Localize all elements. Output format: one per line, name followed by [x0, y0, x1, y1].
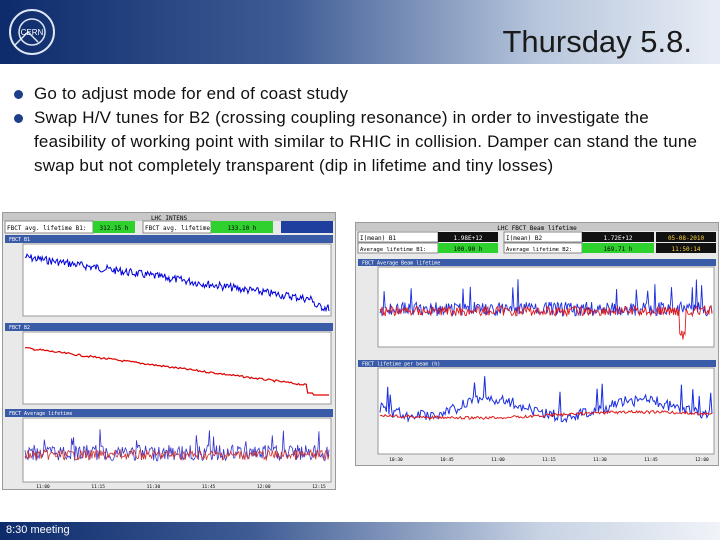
right-avg-b1-trace: [379, 279, 713, 317]
right-plot2-title: FBCT lifetime per beam (h): [362, 362, 440, 368]
bullet-list: Go to adjust mode for end of coast study…: [14, 82, 704, 178]
left-b1-label: FBCT avg. lifetime B1:: [7, 225, 86, 232]
x-tick-label: 11:15: [91, 484, 105, 489]
fbct-b2-trace: [25, 347, 329, 396]
svg-text:CERN: CERN: [21, 28, 44, 37]
left-b1-value: 312.15 h: [100, 225, 129, 232]
x-tick-label: 10:45: [440, 457, 454, 463]
x-tick-label: 11:30: [593, 457, 607, 463]
x-tick-label: 11:00: [36, 484, 50, 489]
right-plot1-title: FBCT Average Beam lifetime: [362, 261, 440, 267]
right-r1c4: 1.72E+12: [604, 235, 633, 242]
slide-title: Thursday 5.8.: [502, 24, 692, 59]
right-r1c3: I(mean) B2: [506, 235, 543, 242]
bullet-item: Go to adjust mode for end of coast study: [14, 82, 704, 106]
left-b2-label: FBCT avg. lifetime B2:: [145, 225, 224, 232]
right-avg-b2-trace: [379, 304, 713, 340]
bullet-text: Swap H/V tunes for B2 (crossing coupling…: [34, 108, 698, 175]
right-life-b1-trace: [379, 376, 713, 424]
slide-footer: 8:30 meeting: [0, 522, 720, 540]
left-title: LHC INTENS: [151, 215, 188, 222]
slide-header: CERN Thursday 5.8.: [0, 0, 720, 64]
right-r2c1: Average lifetime B1:: [360, 247, 426, 253]
right-r2c4: 169.71 h: [604, 246, 633, 253]
bullet-dot-icon: [14, 90, 23, 99]
right-title: LHC FBCT Beam lifetime: [497, 225, 577, 232]
x-tick-label: 11:45: [644, 457, 658, 463]
right-monitor-screenshot: LHC FBCT Beam lifetime I(mean) B1 1.98E+…: [355, 222, 719, 466]
x-tick-label: 11:45: [202, 484, 216, 489]
footer-text: 8:30 meeting: [6, 524, 70, 536]
x-tick-label: 12:00: [695, 457, 709, 463]
x-tick-label: 11:15: [542, 457, 556, 463]
x-tick-label: 12:15: [312, 484, 326, 489]
right-r2c5: 11:50:14: [672, 246, 701, 253]
left-lifetime-b2-trace: [24, 448, 330, 462]
right-r1c5: 05-08-2010: [668, 235, 705, 242]
right-x-ticks: 10:30 10:45 11:00 11:15 11:30 11:45 12:00: [389, 457, 709, 463]
left-plot3-title: FBCT Average lifetime: [9, 411, 72, 417]
x-tick-label: 12:00: [257, 484, 271, 489]
left-monitor-svg: LHC INTENS FBCT avg. lifetime B1: 312.15…: [3, 213, 335, 489]
left-plot2-title: FBCT B2: [9, 325, 30, 331]
left-x-ticks: 11:00 11:15 11:30 11:45 12:00 12:15: [36, 484, 326, 489]
left-plot1-title: FBCT B1: [9, 237, 30, 243]
left-monitor-screenshot: LHC INTENS FBCT avg. lifetime B1: 312.15…: [2, 212, 336, 490]
x-tick-label: 10:30: [389, 457, 403, 463]
bullet-item: Swap H/V tunes for B2 (crossing coupling…: [14, 106, 704, 178]
x-tick-label: 11:30: [147, 484, 161, 489]
right-r1c2: 1.98E+12: [454, 235, 483, 242]
bullet-text: Go to adjust mode for end of coast study: [34, 84, 349, 103]
right-r1c1: I(mean) B1: [360, 235, 397, 242]
fbct-b1-trace: [24, 253, 330, 313]
left-b2-value: 133.10 h: [228, 225, 257, 232]
right-r2c2: 100.90 h: [454, 246, 483, 253]
right-monitor-svg: LHC FBCT Beam lifetime I(mean) B1 1.98E+…: [356, 223, 718, 463]
bullet-dot-icon: [14, 114, 23, 123]
x-tick-label: 11:00: [491, 457, 505, 463]
cern-logo-icon: CERN: [9, 9, 55, 55]
right-r2c3: Average lifetime B2:: [506, 247, 572, 253]
right-life-b2-trace: [379, 409, 713, 420]
